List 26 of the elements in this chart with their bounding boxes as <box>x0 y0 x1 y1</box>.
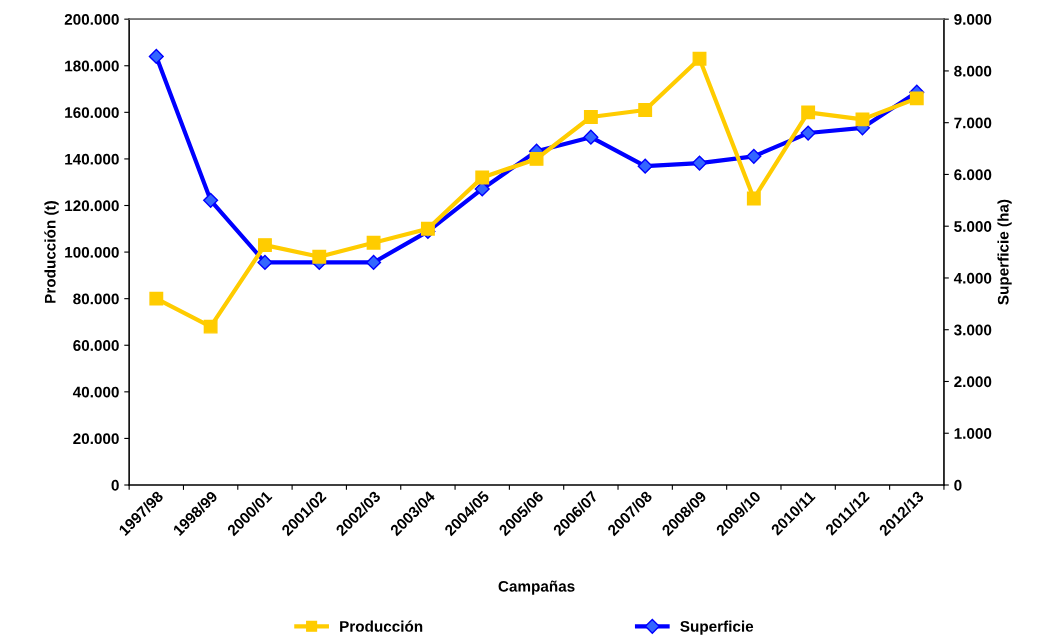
y-tick-label: 60.000 <box>73 340 119 351</box>
y-tick-label: 100.000 <box>65 246 119 258</box>
y-tick-label: 40.000 <box>72 386 119 398</box>
y-tick-label: 80.000 <box>73 293 119 305</box>
y-tick-label: 20.000 <box>73 433 119 445</box>
y2-tick-label: 1.000 <box>954 428 992 439</box>
y-tick-label: 180.000 <box>65 60 119 72</box>
y-axis-title: Producción (t) <box>44 201 59 303</box>
legend-label: Producción <box>340 620 423 632</box>
y-tick-label: 160.000 <box>65 107 119 119</box>
y2-tick-label: 2.000 <box>954 376 992 388</box>
y-tick-label: 0 <box>111 479 119 491</box>
y2-tick-label: 5.000 <box>954 221 992 232</box>
y2-tick-label: 4.000 <box>953 272 992 284</box>
y2-tick-label: 7.000 <box>954 117 992 129</box>
y2-tick-label: 6.000 <box>954 169 992 181</box>
legend-label: Superficie <box>680 620 754 635</box>
y2-tick-label: 8.000 <box>954 65 992 77</box>
y2-tick-label: 3.000 <box>954 324 992 336</box>
y2-tick-label: 0 <box>954 479 962 491</box>
y-tick-label: 200.000 <box>64 14 119 25</box>
y-tick-label: 120.000 <box>65 200 119 212</box>
y2-tick-label: 9.000 <box>954 14 992 25</box>
y2-axis-title: Superficie (ha) <box>997 199 1012 305</box>
x-axis-title: Campañas <box>498 580 575 595</box>
y-tick-label: 140.000 <box>65 153 119 165</box>
